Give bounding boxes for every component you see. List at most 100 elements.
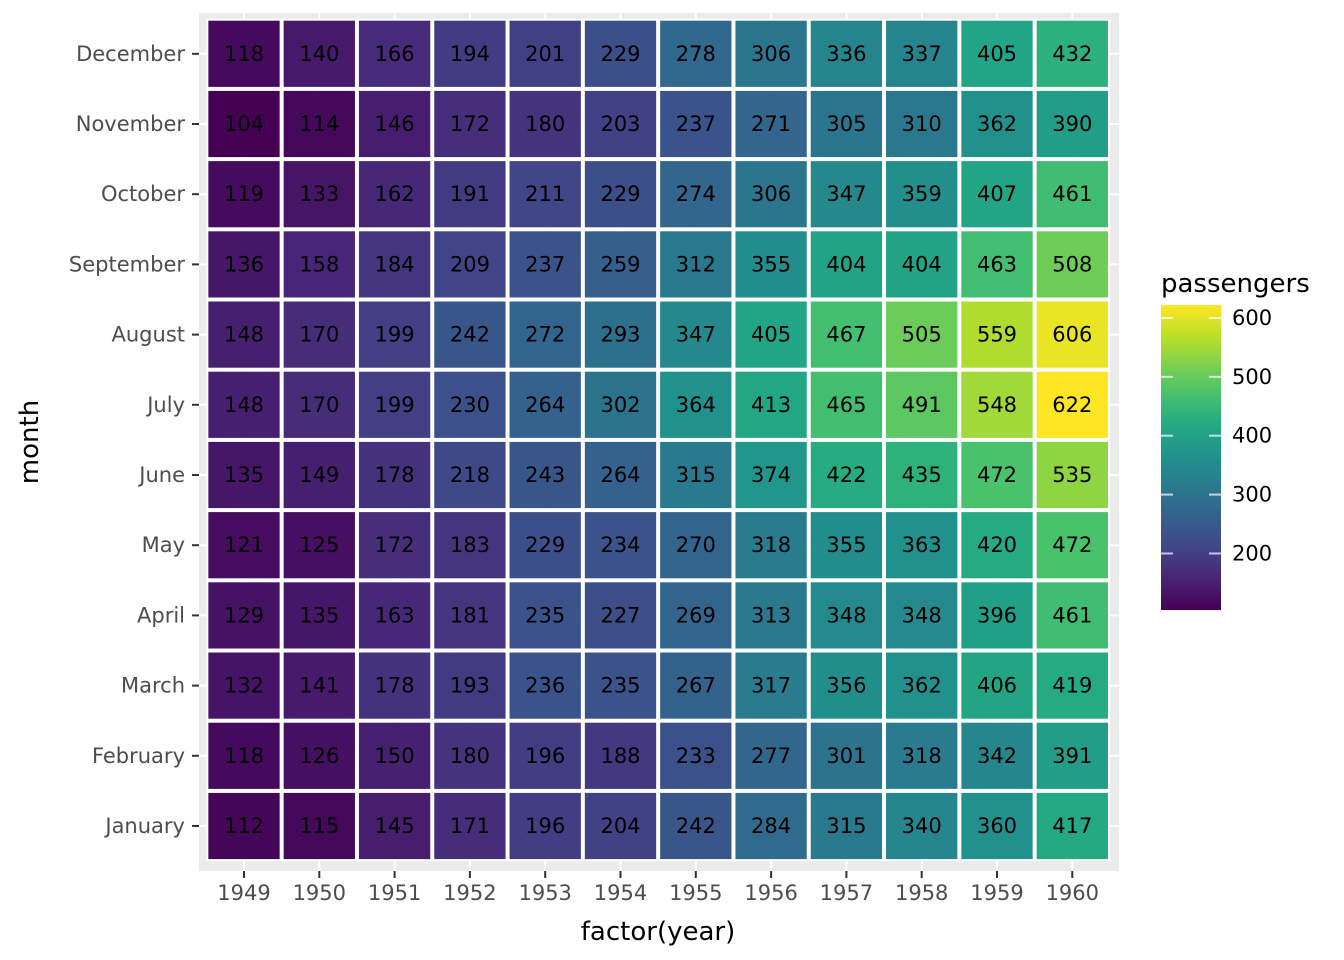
cell-value-label: 118 xyxy=(224,744,264,768)
heatmap-cell xyxy=(582,650,659,721)
cell-value-label: 170 xyxy=(299,393,339,417)
cell-value-label: 407 xyxy=(977,182,1017,206)
heatmap-cell xyxy=(959,720,1035,791)
heatmap-cell xyxy=(808,369,885,440)
cell-value-label: 227 xyxy=(600,603,640,627)
heatmap-cell xyxy=(959,299,1035,370)
heatmap-cell xyxy=(507,369,583,440)
heatmap-cell xyxy=(507,790,583,862)
heatmap-cell xyxy=(808,18,885,89)
heatmap-cell xyxy=(432,790,508,862)
heatmap-cell xyxy=(959,510,1035,581)
cell-value-label: 235 xyxy=(600,674,640,698)
cell-value-label: 622 xyxy=(1052,393,1092,417)
heatmap-cell xyxy=(808,720,885,791)
heatmap-cell xyxy=(432,18,508,89)
heatmap-cell xyxy=(884,88,960,160)
heatmap-cell xyxy=(507,159,583,230)
cell-value-label: 237 xyxy=(525,252,565,276)
cell-value-label: 472 xyxy=(977,463,1017,487)
heatmap-cell xyxy=(884,439,960,511)
heatmap-cell xyxy=(1034,18,1110,89)
cell-value-label: 417 xyxy=(1052,814,1092,838)
heatmap-cell xyxy=(432,159,508,230)
heatmap-cell xyxy=(733,369,809,440)
heatmap-cell xyxy=(281,229,357,300)
cell-value-label: 121 xyxy=(224,533,264,557)
cell-value-label: 141 xyxy=(299,674,339,698)
heatmap-cell xyxy=(281,159,357,230)
cell-value-label: 194 xyxy=(450,42,490,66)
heatmap-cell xyxy=(356,510,433,581)
heatmap-cell xyxy=(206,510,282,581)
cell-value-label: 535 xyxy=(1052,463,1092,487)
x-tick-label: 1959 xyxy=(970,881,1023,905)
heatmap-cell xyxy=(1034,720,1110,791)
heatmap-cell xyxy=(1034,439,1110,511)
y-tick-label: February xyxy=(92,744,185,768)
heatmap-cell xyxy=(959,439,1035,511)
cell-value-label: 374 xyxy=(751,463,791,487)
cell-value-label: 277 xyxy=(751,744,791,768)
cell-value-label: 229 xyxy=(600,182,640,206)
cell-value-label: 170 xyxy=(299,323,339,347)
cell-value-label: 242 xyxy=(676,814,716,838)
legend-title: passengers xyxy=(1161,269,1310,299)
heatmap-cell xyxy=(658,159,734,230)
heatmap-cell xyxy=(808,299,885,370)
cell-value-label: 162 xyxy=(375,182,415,206)
cell-value-label: 432 xyxy=(1052,42,1092,66)
cell-value-label: 264 xyxy=(525,393,565,417)
legend-tick-label: 500 xyxy=(1232,365,1272,389)
cell-value-label: 356 xyxy=(826,674,866,698)
heatmap-cell xyxy=(884,580,960,651)
legend-tick-label: 600 xyxy=(1232,306,1272,330)
y-tick-label: June xyxy=(137,463,185,487)
heatmap-cell xyxy=(206,299,282,370)
cell-value-label: 145 xyxy=(375,814,415,838)
heatmap-cell xyxy=(507,439,583,511)
heatmap-cell xyxy=(808,439,885,511)
cell-value-label: 196 xyxy=(525,744,565,768)
cell-value-label: 271 xyxy=(751,112,791,136)
cell-value-label: 315 xyxy=(676,463,716,487)
x-tick-label: 1951 xyxy=(368,881,421,905)
cell-value-label: 315 xyxy=(826,814,866,838)
heatmap-cell xyxy=(733,790,809,862)
heatmap-cell xyxy=(733,580,809,651)
cell-value-label: 340 xyxy=(902,814,942,838)
cell-value-label: 140 xyxy=(299,42,339,66)
heatmap-cell xyxy=(507,88,583,160)
heatmap-cell xyxy=(281,369,357,440)
cell-value-label: 218 xyxy=(450,463,490,487)
x-tick-label: 1958 xyxy=(895,881,948,905)
cell-value-label: 178 xyxy=(375,463,415,487)
cell-value-label: 149 xyxy=(299,463,339,487)
cell-value-label: 312 xyxy=(676,252,716,276)
cell-value-label: 396 xyxy=(977,603,1017,627)
heatmap-cell xyxy=(507,510,583,581)
cell-value-label: 158 xyxy=(299,252,339,276)
cell-value-label: 171 xyxy=(450,814,490,838)
cell-value-label: 133 xyxy=(299,182,339,206)
heatmap-cell xyxy=(808,580,885,651)
legend-ticks: 200 300 400 500 600 xyxy=(1161,306,1272,565)
heatmap-cell xyxy=(432,580,508,651)
heatmap-cell xyxy=(884,720,960,791)
cell-value-label: 472 xyxy=(1052,533,1092,557)
cell-value-label: 318 xyxy=(902,744,942,768)
heatmap-cell xyxy=(884,650,960,721)
x-tick-label: 1956 xyxy=(744,881,797,905)
x-tick-label: 1953 xyxy=(518,881,571,905)
cell-value-label: 269 xyxy=(676,603,716,627)
cell-value-label: 301 xyxy=(826,744,866,768)
heatmap-cell xyxy=(582,159,659,230)
cell-value-label: 236 xyxy=(525,674,565,698)
cell-value-label: 233 xyxy=(676,744,716,768)
cell-value-label: 347 xyxy=(826,182,866,206)
heatmap-cell xyxy=(582,229,659,300)
heatmap-cell xyxy=(507,720,583,791)
heatmap-cell xyxy=(733,439,809,511)
cell-value-label: 199 xyxy=(375,323,415,347)
